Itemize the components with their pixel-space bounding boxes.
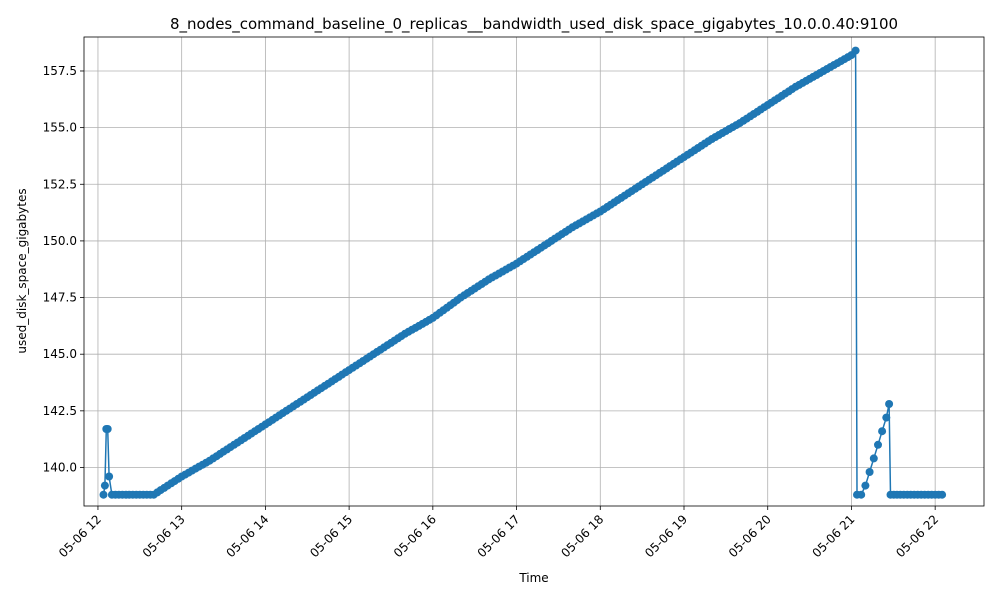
chart-title: 8_nodes_command_baseline_0_replicas__ban… xyxy=(170,15,898,34)
data-point xyxy=(99,490,108,499)
series-layer xyxy=(99,46,947,499)
data-point xyxy=(885,400,894,408)
x-axis-title: Time xyxy=(518,571,548,585)
y-tick-label: 157.5 xyxy=(43,64,77,78)
y-axis-title: used_disk_space_gigabytes xyxy=(15,188,29,353)
series-line xyxy=(102,48,943,496)
data-point xyxy=(100,481,109,490)
data-point xyxy=(874,440,882,449)
x-tick-label: 05-06 14 xyxy=(223,512,271,560)
x-tick-label: 05-06 16 xyxy=(391,512,439,560)
y-tick-label: 155.0 xyxy=(43,121,77,135)
data-point xyxy=(105,472,114,481)
y-tick-label: 142.5 xyxy=(43,404,77,418)
x-axis-ticks: 05-06 12 05-06 13 05-06 14 05-06 15 05-06 16… xyxy=(56,506,941,560)
x-tick-label: 05-06 20 xyxy=(726,512,774,560)
y-tick-label: 140.0 xyxy=(43,460,77,474)
grid xyxy=(84,37,984,506)
data-point xyxy=(851,46,860,55)
y-tick-label: 147.5 xyxy=(43,291,77,305)
x-tick-label: 05-06 21 xyxy=(810,512,858,560)
x-tick-label: 05-06 22 xyxy=(893,512,941,560)
data-point xyxy=(857,490,866,499)
data-point xyxy=(882,413,891,422)
data-point xyxy=(869,454,878,463)
data-point xyxy=(878,427,887,436)
data-point xyxy=(938,490,947,499)
y-axis-ticks: 140.0 142.5 145.0 147.5 150.0 152.5 155.0 157.5 xyxy=(43,64,84,474)
y-tick-label: 150.0 xyxy=(43,234,77,248)
x-tick-label: 05-06 13 xyxy=(140,512,188,560)
x-tick-label: 05-06 19 xyxy=(642,512,690,560)
x-tick-label: 05-06 12 xyxy=(56,512,104,560)
data-point xyxy=(103,425,112,433)
x-tick-label: 05-06 15 xyxy=(307,512,355,560)
data-point xyxy=(861,481,870,490)
data-point xyxy=(865,468,874,476)
y-tick-label: 152.5 xyxy=(43,177,77,191)
x-tick-label: 05-06 17 xyxy=(475,512,523,560)
y-tick-label: 145.0 xyxy=(43,347,77,361)
plot-frame xyxy=(83,36,985,507)
x-tick-label: 05-06 18 xyxy=(558,512,606,560)
